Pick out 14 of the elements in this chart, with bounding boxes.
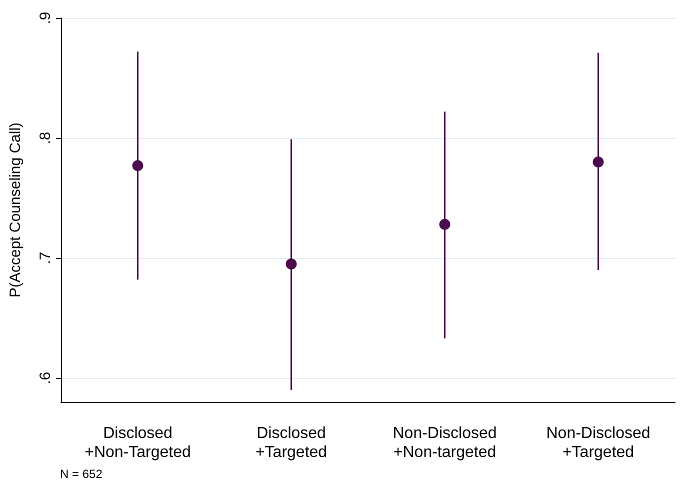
point bbox=[439, 218, 450, 230]
y-axis-title: P(Accept Counseling Call) bbox=[7, 122, 24, 298]
y-tick-label: .9 bbox=[37, 12, 54, 24]
point bbox=[132, 160, 144, 172]
x-tick-label: Disclosed +Targeted bbox=[255, 425, 328, 461]
point bbox=[592, 156, 604, 168]
y-tick-label: .7 bbox=[37, 252, 54, 264]
y-tick-label: .6 bbox=[37, 372, 54, 384]
x-tick-label: Non-Disclosed +Non-targeted bbox=[392, 425, 497, 461]
x-tick-label: Disclosed +Non-Targeted bbox=[84, 425, 191, 461]
text: N = 652 bbox=[60, 467, 103, 481]
x-tick-label: Non-Disclosed +Targeted bbox=[546, 425, 650, 461]
y-tick-label: .8 bbox=[37, 132, 54, 144]
point bbox=[286, 258, 297, 270]
